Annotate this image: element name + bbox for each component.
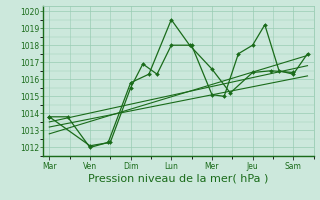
X-axis label: Pression niveau de la mer( hPa ): Pression niveau de la mer( hPa ) xyxy=(88,173,268,183)
